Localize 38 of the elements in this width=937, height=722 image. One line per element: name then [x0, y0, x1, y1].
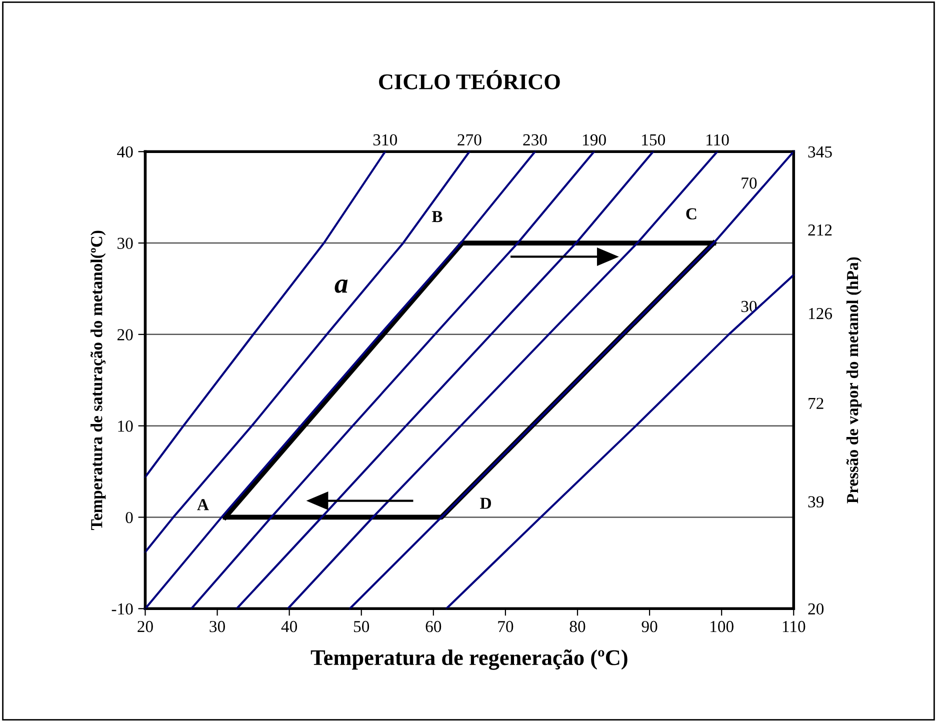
- x-tick-label: 50: [354, 620, 370, 632]
- x-tick-label: 90: [642, 620, 658, 632]
- series-label: 150: [642, 134, 666, 146]
- series-label: 230: [523, 134, 547, 146]
- annotation: a: [334, 280, 348, 293]
- series-label: 270: [458, 134, 482, 146]
- annotation: B: [432, 211, 442, 222]
- y2-axis-title: Pressão de vapor do metanol (hPa): [846, 257, 862, 504]
- series-label: 110: [706, 134, 729, 146]
- x-tick-label: 60: [426, 620, 442, 632]
- y-tick-label: 30: [118, 238, 133, 249]
- y2-tick-label: 72: [808, 398, 824, 409]
- series-label: 70: [742, 177, 757, 189]
- y-tick-label: 20: [117, 329, 133, 340]
- series-label: 310: [373, 134, 398, 146]
- y-tick-label: 0: [126, 512, 133, 524]
- x-tick-label: 80: [570, 620, 586, 632]
- annotation: C: [686, 208, 696, 220]
- y2-tick-label: 20: [808, 603, 824, 615]
- x-tick-label: 30: [210, 620, 225, 632]
- x-tick-label: 110: [782, 620, 806, 632]
- y-tick-label: -10: [112, 603, 133, 615]
- x-tick-label: 100: [710, 620, 734, 632]
- y-axis-title: Temperatura de saturação do metanol(ºC): [90, 230, 106, 530]
- series-label: 190: [583, 134, 606, 146]
- y2-tick-label: 345: [808, 146, 832, 158]
- x-tick-label: 70: [498, 620, 514, 632]
- y2-tick-label: 126: [808, 308, 832, 320]
- y2-tick-label: 39: [808, 496, 824, 508]
- y-tick-label: 40: [117, 146, 133, 158]
- x-axis-title: Temperatura de regeneração (ºC): [310, 649, 628, 670]
- annotation: D: [480, 498, 491, 509]
- x-tick-label: 20: [138, 620, 153, 632]
- y2-tick-label: 212: [808, 224, 832, 236]
- x-tick-label: 40: [281, 620, 298, 632]
- chart-title: CICLO TEÓRICO: [379, 70, 560, 90]
- annotation: A: [197, 499, 209, 510]
- y-tick-label: 10: [118, 420, 133, 432]
